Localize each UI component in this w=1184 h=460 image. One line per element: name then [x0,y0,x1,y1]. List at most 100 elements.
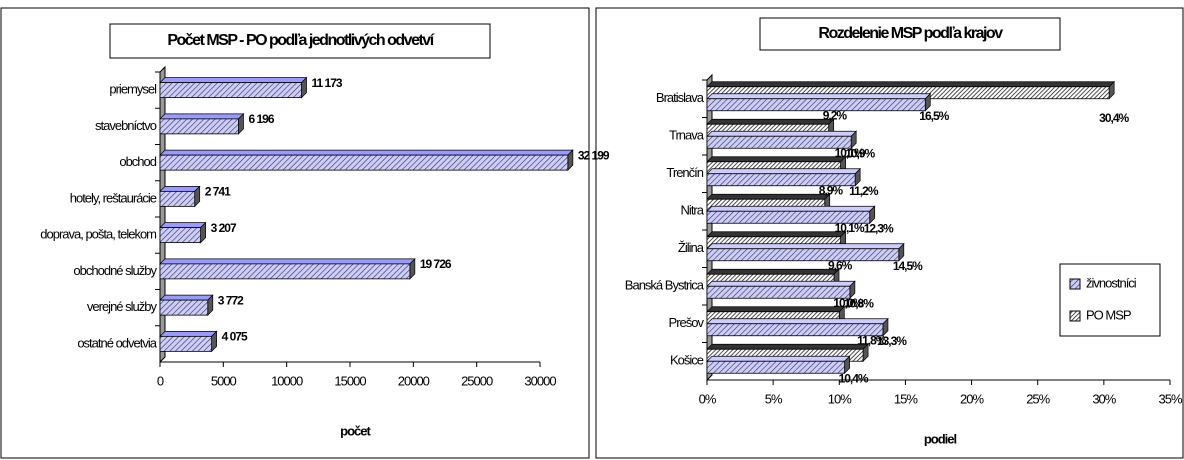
value-label: 13,3% [877,334,907,348]
bar-top [706,118,835,125]
bar [706,98,926,112]
bar-top [706,318,889,325]
y-tick-label: Trnava [669,128,705,143]
x-tick-label: 35% [1158,391,1182,406]
bar [159,82,302,99]
value-label: 10,0% [833,296,863,310]
x-tick-label: 15% [894,391,918,406]
bar-top [159,294,214,301]
title-box [109,23,491,59]
value-label: 10,1% [835,221,865,235]
bar-top [706,343,869,350]
value-label: 3 772 [218,293,244,307]
x-tick-label: 25000 [461,373,493,388]
bar-top [706,231,847,238]
bar-top [159,113,245,120]
bar-top [706,306,846,313]
bar [706,173,856,187]
bar-top [159,222,207,228]
value-label: 11 173 [312,76,343,90]
y-tick-label: Prešov [669,315,705,330]
bar-top [159,258,416,265]
x-tick-label: 25% [1026,391,1050,406]
bar [706,285,851,299]
bar [706,248,900,262]
bar [159,299,209,316]
x-tick-label: 15000 [334,373,366,388]
legend-label: živnostníci [1086,275,1137,290]
x-axis-label: podiel [924,431,957,446]
value-label: 11,2% [849,184,879,198]
x-tick-label: 30000 [524,373,556,388]
x-tick-label: 30% [1092,391,1116,406]
legend-swatch [1069,278,1081,290]
y-tick-label: verejné služby [87,299,158,314]
chart-title: Počet MSP - PO podľa jednotlivých odvetv… [167,32,434,49]
bar-top [159,149,574,156]
bar-top [159,186,201,192]
value-label: 11,8% [857,333,887,347]
value-label: 10,1% [835,146,865,160]
value-label: 16,5% [919,109,949,123]
value-label: 30,4% [1099,111,1129,125]
y-tick-label: Bratislava [656,90,705,105]
value-label: 32 199 [578,148,610,162]
value-label: 8,9% [819,183,844,197]
bar-top [706,156,847,163]
bar [159,227,202,244]
legend-label: PO MSP [1086,307,1131,322]
panel-border [0,7,590,459]
bar-top [706,243,905,250]
value-label: 6 196 [248,112,274,126]
bar-top [706,268,840,275]
bar-top [706,168,862,175]
value-label: 2 741 [205,185,231,199]
chart-title: Rozdelenie MSP podľa krajov [818,25,1003,42]
bar [159,335,213,352]
axis-wall [159,65,166,364]
bar-top [706,193,831,200]
x-axis-label: počet [340,423,371,438]
value-label: 19 726 [420,257,452,271]
bar [706,210,871,224]
bar [159,118,239,135]
title-box [759,17,1061,51]
x-tick-label: 0% [699,391,717,406]
value-label: 4 075 [222,330,248,344]
x-tick-label: 5% [765,391,783,406]
bar-top [159,331,218,337]
bar-top [706,130,858,137]
bar [159,263,411,280]
bar [706,135,852,149]
value-label: 10,8% [844,296,874,310]
y-tick-label: Žilina [678,240,705,255]
bar-top [159,77,308,83]
bar [159,190,196,207]
y-tick-label: hotely, reštaurácie [70,190,157,205]
x-tick-label: 10000 [271,373,303,388]
bar-top [706,280,856,287]
x-tick-label: 0 [157,373,164,388]
value-label: 12,3% [864,221,894,235]
y-tick-label: obchod [119,154,156,169]
y-tick-label: priemysel [109,82,157,97]
x-tick-label: 20000 [398,373,430,388]
y-tick-label: Nitra [681,203,705,218]
y-tick-label: Banská Bystrica [625,278,705,293]
x-tick-label: 20% [960,391,984,406]
value-label: 14,5% [893,259,923,273]
x-tick-label: 10% [828,391,852,406]
bar [706,323,884,337]
value-label: 9,6% [828,258,853,272]
value-label: 3 207 [211,221,237,235]
legend-box [1059,263,1161,337]
bar [159,154,569,171]
value-label: 10,4% [839,371,869,385]
value-label: 10,9% [845,146,875,160]
y-tick-label: ostatné odvetvia [77,335,157,350]
y-tick-label: Trenčín [666,165,703,180]
y-tick-label: doprava, pošta, telekom [40,227,156,242]
y-tick-label: stavebníctvo [95,118,157,133]
y-tick-label: Košice [670,353,704,368]
